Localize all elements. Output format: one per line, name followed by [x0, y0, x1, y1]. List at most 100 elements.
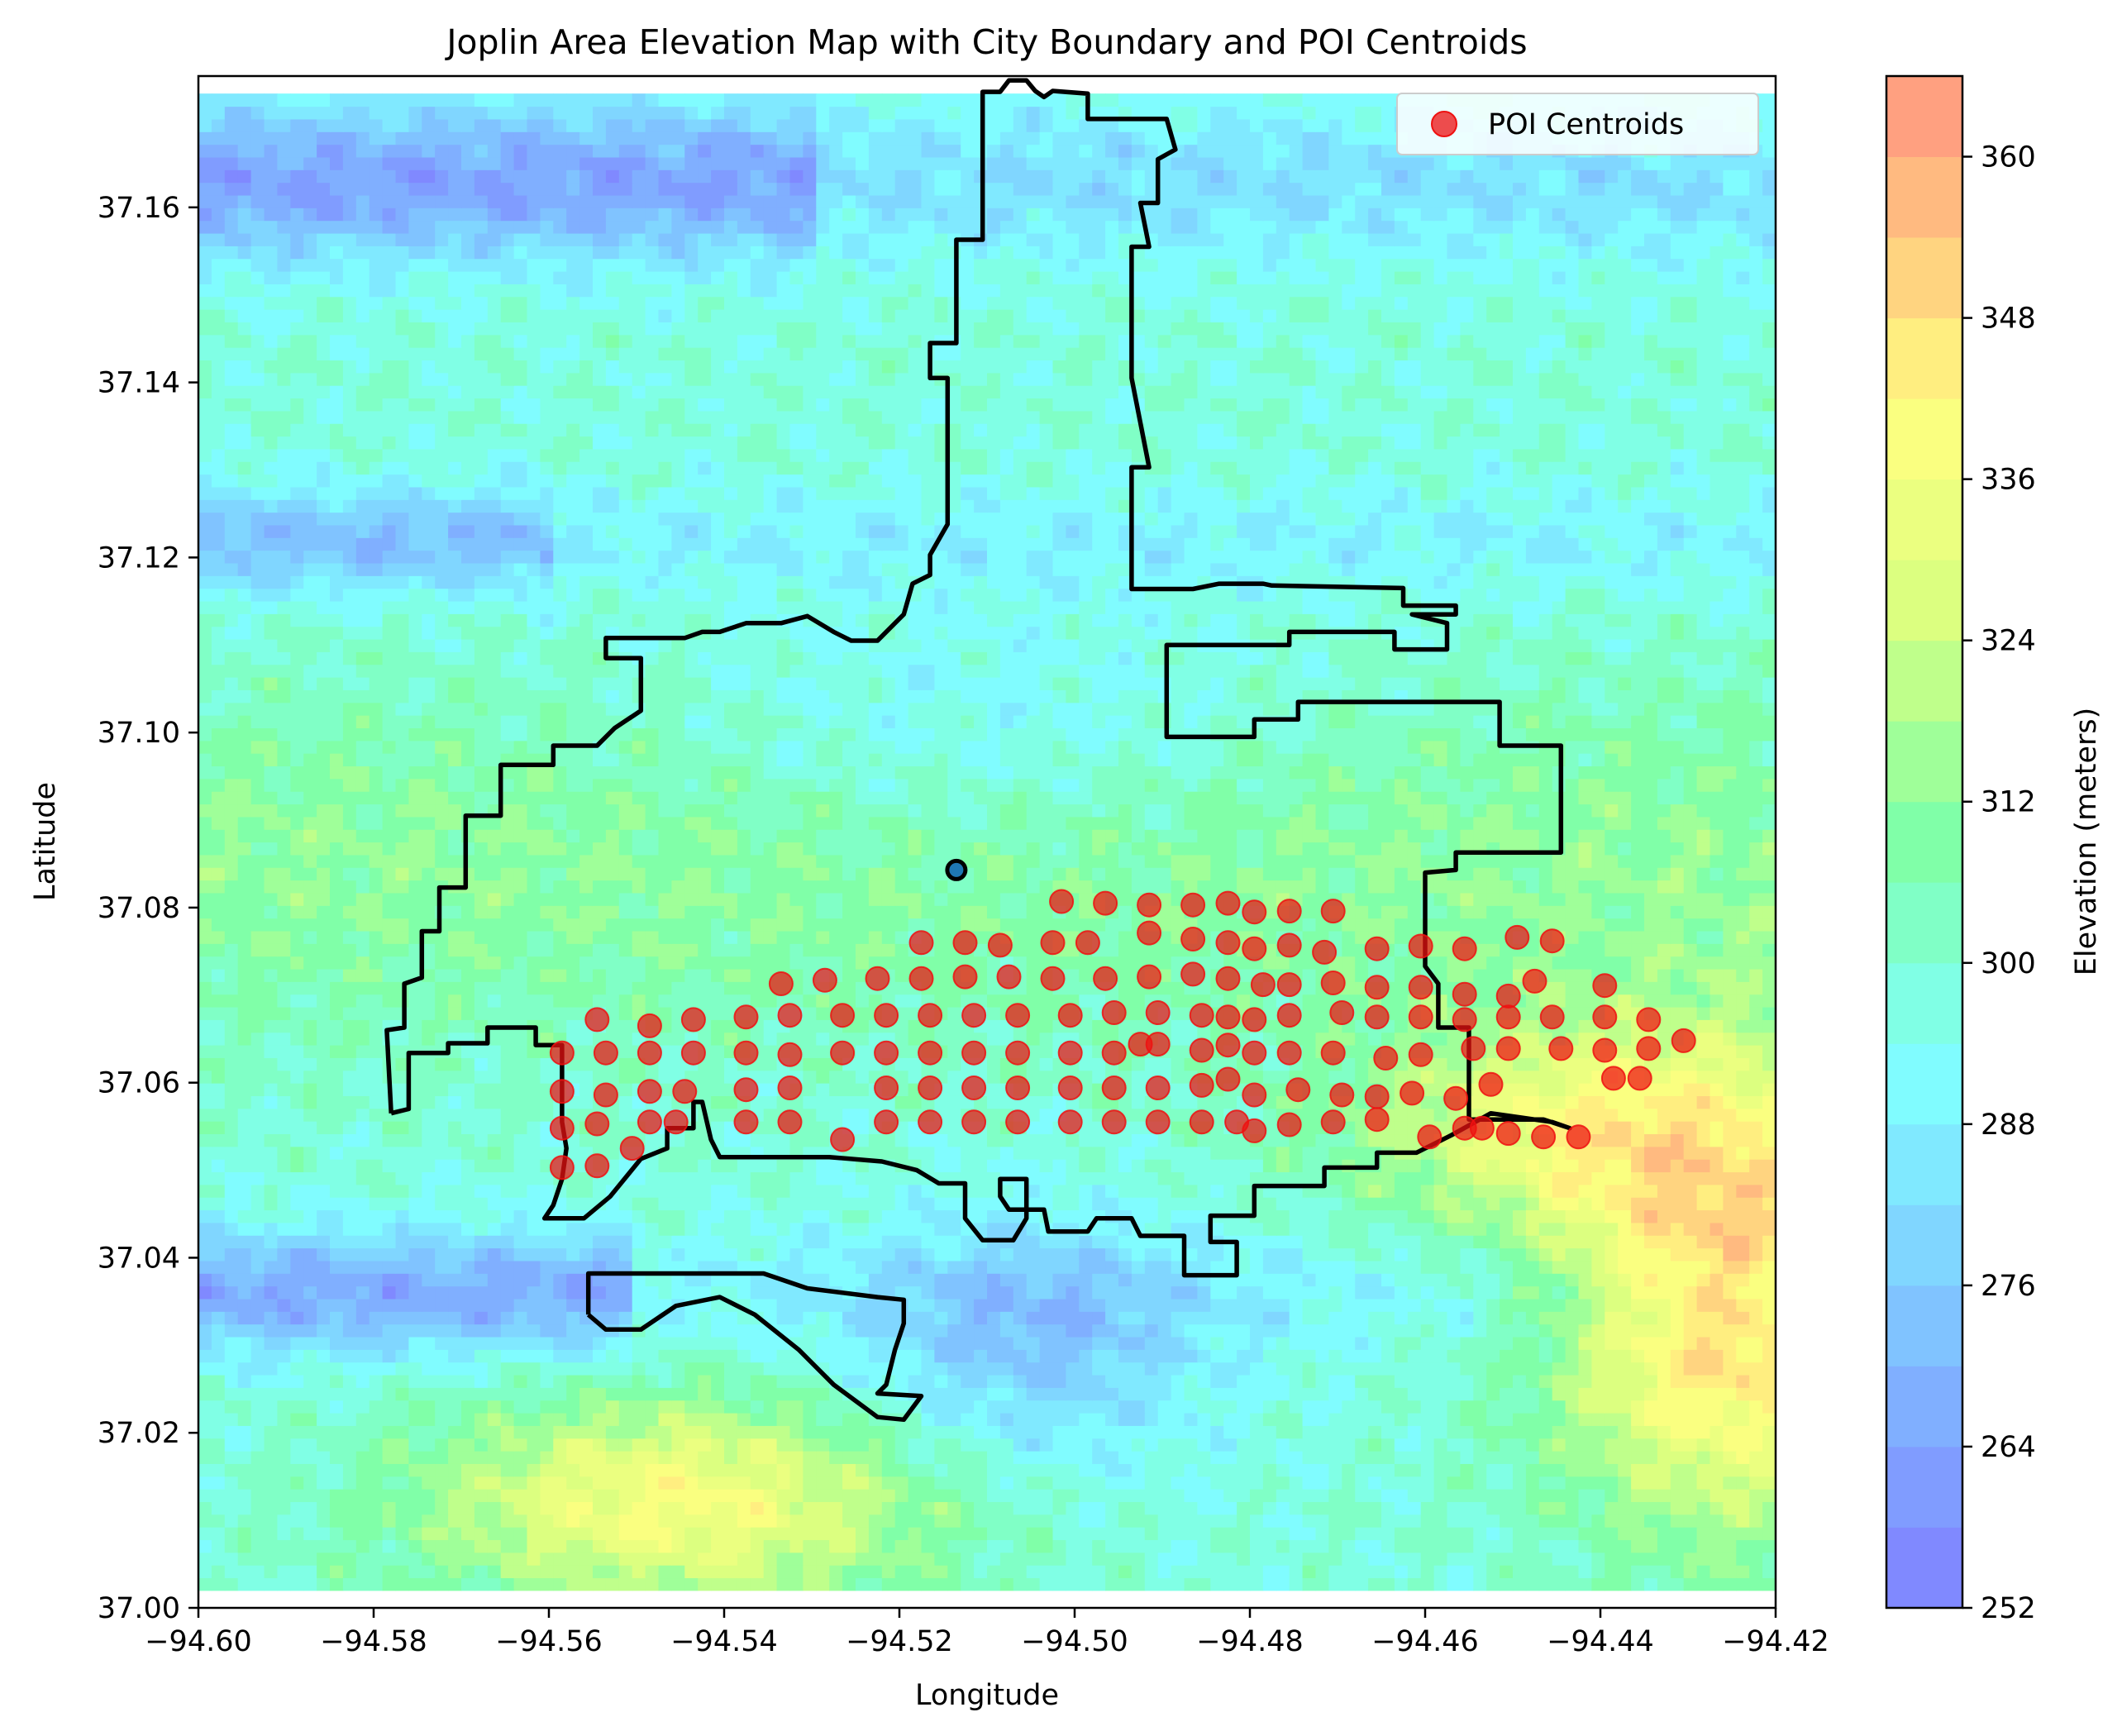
poi-centroid-point [1497, 985, 1520, 1008]
colorbar-band [1886, 76, 1962, 157]
poi-centroid-point [918, 1042, 942, 1065]
legend-marker [1432, 112, 1457, 136]
poi-centroid-point [735, 1005, 758, 1028]
poi-centroid-point [1637, 1008, 1660, 1031]
poi-centroid-point [1190, 1074, 1214, 1097]
poi-centroid-point [638, 1042, 661, 1065]
poi-centroid-point [1217, 967, 1240, 990]
elevation-contour [198, 93, 1776, 1591]
poi-centroid-point [831, 1042, 854, 1065]
poi-centroid-point [779, 1004, 802, 1027]
poi-centroid-point [735, 1110, 758, 1133]
poi-centroid-point [594, 1042, 618, 1065]
colorbar-tick-label: 300 [1981, 947, 2036, 980]
colorbar-tick-label: 348 [1981, 303, 2036, 336]
poi-centroid-point [1497, 1122, 1520, 1145]
poi-centroid-point [1103, 1042, 1126, 1065]
poi-centroid-point [1532, 1125, 1555, 1148]
poi-centroid-point [1400, 1081, 1423, 1104]
y-axis: 37.0037.0237.0437.0637.0837.1037.1237.14… [98, 192, 198, 1625]
colorbar-bands [1886, 76, 1962, 1609]
poi-centroid-point [1366, 975, 1389, 999]
poi-centroid-point [770, 972, 793, 995]
poi-centroid-point [1505, 926, 1528, 949]
colorbar-label: Elevation (meters) [2070, 708, 2103, 976]
poi-centroid-point [585, 1154, 608, 1177]
poi-centroid-point [673, 1080, 696, 1103]
poi-centroid-point [962, 1076, 985, 1099]
colorbar-band [1886, 963, 1962, 1044]
x-tick-label: −94.52 [846, 1625, 953, 1658]
colorbar-tick-label: 252 [1981, 1592, 2036, 1625]
poi-centroid-point [875, 1076, 898, 1099]
poi-centroid-point [1278, 1004, 1301, 1027]
poi-centroid-point [1409, 975, 1433, 999]
poi-centroid-point [813, 969, 837, 992]
poi-centroid-point [1278, 1042, 1301, 1065]
poi-centroid-point [1453, 1117, 1476, 1140]
poi-centroid-point [1374, 1047, 1397, 1070]
poi-centroid-point [1567, 1125, 1590, 1148]
poi-centroid-point [1103, 1001, 1126, 1024]
poi-centroid-point [1453, 937, 1476, 961]
colorbar-tick-label: 288 [1981, 1109, 2036, 1142]
poi-centroid-point [962, 1110, 985, 1133]
colorbar-tick-label: 276 [1981, 1270, 2036, 1303]
poi-centroid-point [918, 1076, 942, 1099]
poi-centroid-point [1418, 1125, 1441, 1148]
poi-centroid-point [1497, 1037, 1520, 1060]
poi-centroid-point [1524, 970, 1547, 993]
poi-centroid-point [1181, 894, 1204, 917]
poi-centroid-point [1242, 900, 1266, 923]
poi-centroid-point [954, 966, 977, 989]
poi-centroid-point [1409, 935, 1433, 958]
poi-centroid-point [1593, 1039, 1616, 1062]
poi-centroid-point [1006, 1004, 1029, 1027]
poi-centroid-point [1242, 1042, 1266, 1065]
poi-centroid-point [1366, 1108, 1389, 1131]
poi-centroid-point [1453, 983, 1476, 1006]
poi-centroid-point [1042, 967, 1065, 990]
poi-centroid-point [735, 1078, 758, 1101]
poi-centroid-point [1330, 1084, 1353, 1107]
poi-centroid-point [779, 1043, 802, 1066]
poi-centroid-point [1242, 1084, 1266, 1107]
colorbar-band [1886, 802, 1962, 883]
poi-centroid-point [551, 1080, 574, 1103]
poi-centroid-point [1366, 1005, 1389, 1028]
poi-centroid-point [1147, 1110, 1170, 1133]
poi-centroid-point [1190, 1110, 1214, 1133]
poi-centroid-point [1453, 1008, 1476, 1031]
poi-centroid-point [682, 1008, 705, 1031]
colorbar-band [1886, 641, 1962, 722]
y-tick-label: 37.16 [98, 192, 180, 225]
poi-centroid-point [1137, 922, 1161, 945]
poi-centroid-point [1103, 1076, 1126, 1099]
poi-centroid-point [1217, 1005, 1240, 1028]
poi-centroid-point [1181, 962, 1204, 985]
colorbar-tick-label: 336 [1981, 464, 2036, 497]
poi-centroid-point [1006, 1076, 1029, 1099]
poi-centroid-point [1242, 1008, 1266, 1031]
x-axis-label: Longitude [915, 1679, 1059, 1712]
poi-centroid-point [1076, 931, 1099, 954]
colorbar-band [1886, 318, 1962, 399]
poi-centroid-point [638, 1110, 661, 1133]
poi-centroid-point [551, 1117, 574, 1140]
colorbar-band [1886, 1043, 1962, 1124]
poi-centroid-point [1278, 899, 1301, 923]
poi-centroid-point [735, 1042, 758, 1065]
y-tick-label: 37.14 [98, 367, 180, 400]
colorbar-band [1886, 1204, 1962, 1285]
poi-centroid-point [1137, 894, 1161, 917]
poi-centroid-point [1190, 1004, 1214, 1027]
y-tick-label: 37.06 [98, 1067, 180, 1100]
colorbar-band [1886, 1124, 1962, 1205]
x-tick-label: −94.46 [1371, 1625, 1479, 1658]
poi-centroid-point [779, 1110, 802, 1133]
poi-centroid-point [1094, 967, 1117, 990]
poi-centroid-point [910, 967, 933, 990]
colorbar-band [1886, 882, 1962, 963]
